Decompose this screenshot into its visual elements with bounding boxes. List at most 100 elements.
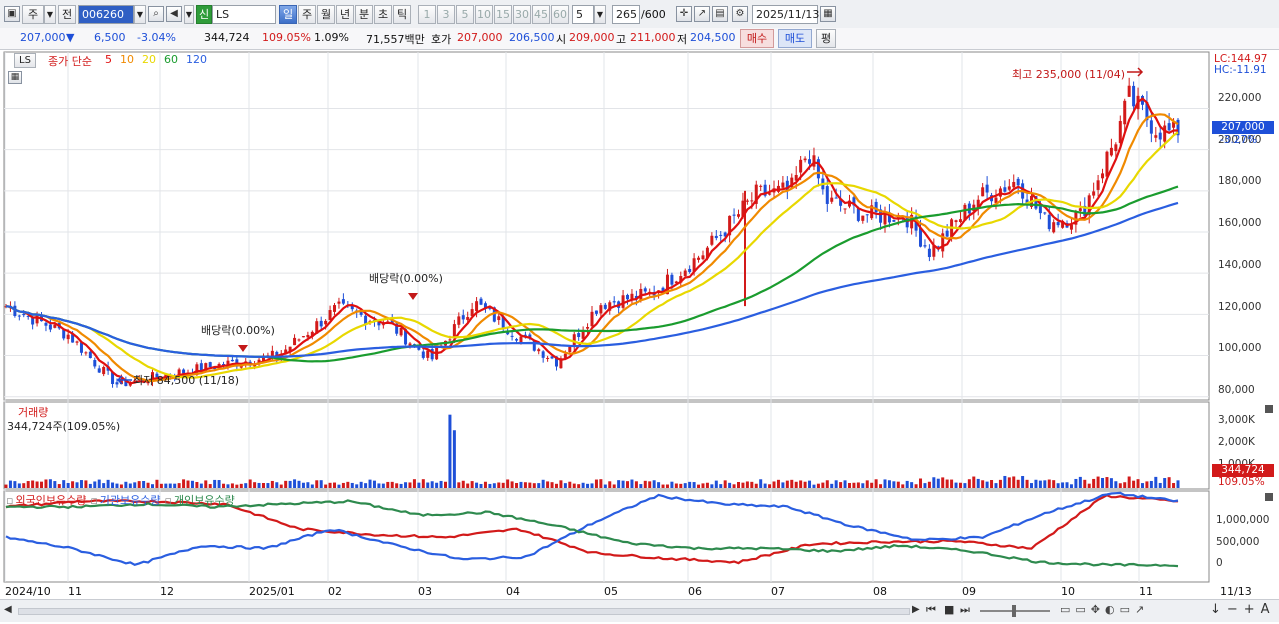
candle-body xyxy=(785,180,789,191)
interval-button-2[interactable]: 5 xyxy=(456,5,474,24)
volume-bar xyxy=(346,481,350,488)
candle-body xyxy=(754,184,758,204)
volume-bar xyxy=(13,481,17,488)
price-tick: 200,000 xyxy=(1218,133,1262,146)
candle-body xyxy=(679,276,683,283)
asset-type-select[interactable]: 주 xyxy=(22,5,44,24)
volume-bar xyxy=(643,480,647,488)
zoom-controls-icon[interactable]: ↓−+A xyxy=(1210,602,1276,617)
interval-dropdown-icon[interactable]: ▼ xyxy=(594,5,606,24)
zoom-slider-thumb[interactable] xyxy=(1012,605,1016,617)
period-button-1[interactable]: 주 xyxy=(298,5,316,24)
scroll-left-icon[interactable]: ◀ xyxy=(4,604,12,615)
stock-chart[interactable] xyxy=(0,50,1279,621)
volume-bar xyxy=(728,482,732,488)
interval-button-1[interactable]: 3 xyxy=(437,5,455,24)
tool-icons[interactable]: ▭▭✥◐▭↗ xyxy=(1060,603,1150,616)
candle-body xyxy=(732,214,736,216)
buy-button[interactable]: 매수 xyxy=(740,29,774,48)
chevron-down-icon[interactable]: ▼ xyxy=(44,5,56,24)
candle-body xyxy=(519,336,523,343)
volume-bar xyxy=(430,481,434,488)
candle-body xyxy=(932,245,936,257)
speaker-icon[interactable]: ◀ xyxy=(166,6,182,22)
save-icon[interactable]: ▤ xyxy=(712,6,728,22)
search-icon[interactable]: ⌕ xyxy=(148,6,164,22)
volume-bar xyxy=(554,483,558,488)
sell-button[interactable]: 매도 xyxy=(778,29,812,48)
interval-button-7[interactable]: 60 xyxy=(551,5,569,24)
candle-body xyxy=(146,381,150,384)
volume-bar xyxy=(901,484,905,488)
volume-bar xyxy=(865,480,869,488)
price-panel-frame xyxy=(3,51,1210,401)
code-dropdown-icon[interactable]: ▼ xyxy=(134,5,146,24)
volume-bar xyxy=(763,483,767,488)
interval-button-5[interactable]: 30 xyxy=(513,5,531,24)
volume-bar xyxy=(745,481,749,488)
candle-body xyxy=(936,246,940,249)
interval-value[interactable]: 5 xyxy=(572,5,594,24)
speaker-dropdown-icon[interactable]: ▼ xyxy=(184,5,194,24)
volume-bar xyxy=(1118,483,1122,488)
period-button-2[interactable]: 월 xyxy=(317,5,335,24)
candle-body xyxy=(683,270,687,277)
candle-body xyxy=(226,360,230,368)
volume-bar xyxy=(48,479,52,488)
play-icon[interactable]: ⏭ xyxy=(960,603,970,616)
volume-bar xyxy=(932,477,936,488)
table-icon[interactable]: ▦ xyxy=(8,71,22,84)
candle-body xyxy=(768,193,772,195)
interval-button-3[interactable]: 10 xyxy=(475,5,493,24)
candle-body xyxy=(412,344,416,346)
candle-body xyxy=(874,201,878,213)
stop-icon[interactable]: ■ xyxy=(944,603,955,616)
count-input[interactable]: 265 xyxy=(612,5,640,24)
volume-bar xyxy=(723,480,727,488)
chart-area[interactable]: LS 종가 단순 5 10 20 60 120 ▦ LC:144.97 HC:-11.9… xyxy=(0,50,1279,621)
candle-body xyxy=(319,320,323,327)
candle-body xyxy=(781,182,785,188)
volume-info: 344,724주(109.05%) xyxy=(7,420,121,433)
period-button-5[interactable]: 초 xyxy=(374,5,392,24)
eval-button[interactable]: 평 xyxy=(816,29,836,48)
candle-body xyxy=(124,379,128,387)
volume-bar xyxy=(830,483,834,488)
window-icon[interactable]: ▣ xyxy=(4,6,20,22)
candle-body xyxy=(328,310,332,321)
interval-button-0[interactable]: 1 xyxy=(418,5,436,24)
panel-close-icon[interactable] xyxy=(1265,493,1273,501)
period-button-0[interactable]: 일 xyxy=(279,5,297,24)
candle-body xyxy=(492,307,496,322)
period-button-6[interactable]: 틱 xyxy=(393,5,411,24)
candle-body xyxy=(497,316,501,321)
rewind-icon[interactable]: ⏮ xyxy=(926,603,936,616)
volume-bar xyxy=(275,482,279,488)
stock-code-input[interactable]: 006260 xyxy=(78,5,134,24)
stock-name-field[interactable]: LS xyxy=(212,5,276,24)
volume-bar xyxy=(217,480,221,488)
candle-body xyxy=(466,317,470,320)
candle-body xyxy=(111,371,115,384)
interval-button-6[interactable]: 45 xyxy=(532,5,550,24)
candle-body xyxy=(994,197,998,203)
prev-button[interactable]: 전 xyxy=(58,5,76,24)
interval-button-4[interactable]: 15 xyxy=(494,5,512,24)
period-button-4[interactable]: 분 xyxy=(355,5,373,24)
panel-close-icon[interactable] xyxy=(1265,405,1273,413)
volume-bar xyxy=(341,482,345,488)
symbol-label[interactable]: LS xyxy=(14,53,36,68)
candle-body xyxy=(1061,220,1065,228)
crosshair-icon[interactable]: ✛ xyxy=(676,6,692,22)
candle-body xyxy=(563,353,567,358)
calendar-icon[interactable]: ▦ xyxy=(820,6,836,22)
scroll-right-icon[interactable]: ▶ xyxy=(912,604,920,615)
volume-bar xyxy=(1087,483,1091,488)
gear-icon[interactable]: ⚙ xyxy=(732,6,748,22)
scrollbar-track[interactable] xyxy=(18,608,910,615)
trendline-icon[interactable]: ↗ xyxy=(694,6,710,22)
period-button-3[interactable]: 년 xyxy=(336,5,354,24)
volume-bar xyxy=(781,482,785,488)
volume-bar xyxy=(1083,479,1087,488)
date-input[interactable]: 2025/11/13 xyxy=(752,5,819,24)
